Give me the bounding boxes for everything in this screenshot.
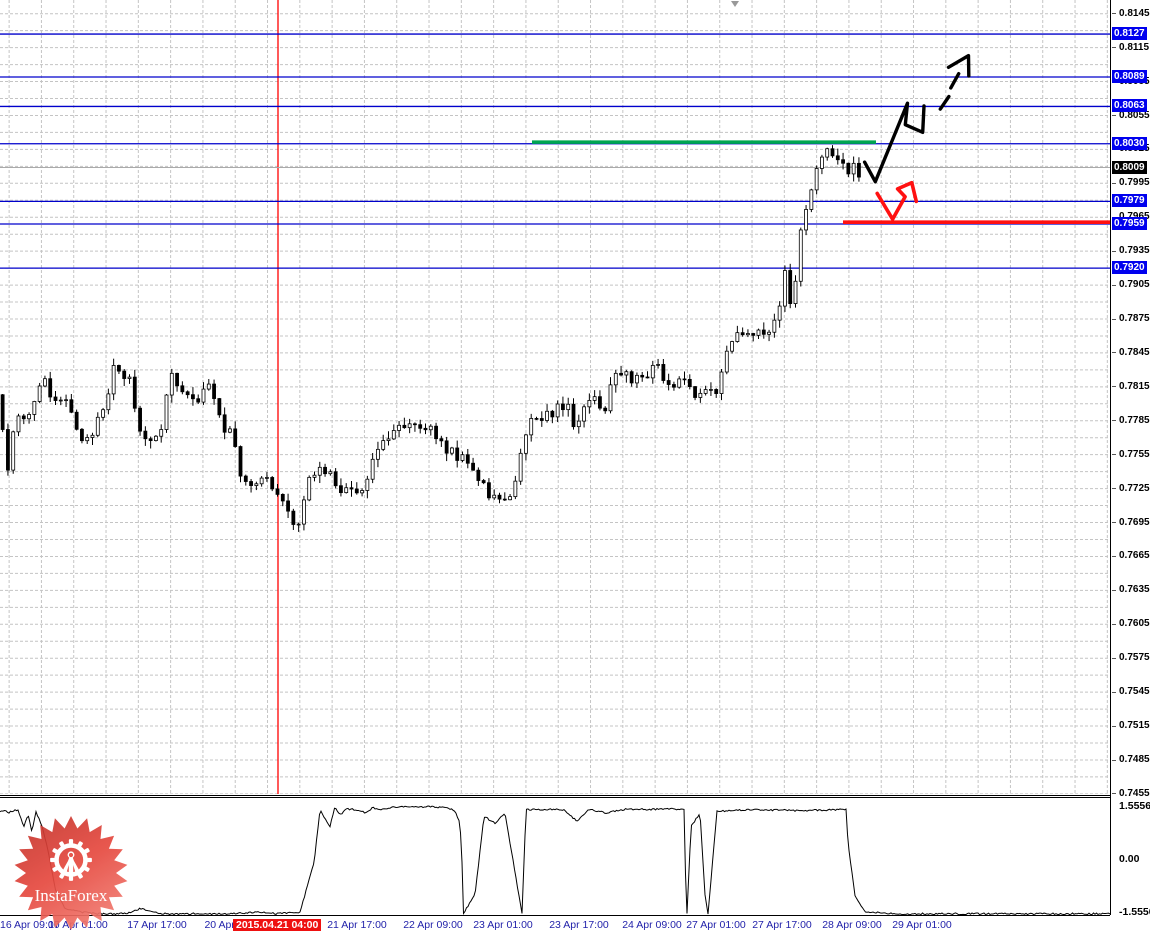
svg-text:InstaForex: InstaForex — [35, 886, 108, 905]
